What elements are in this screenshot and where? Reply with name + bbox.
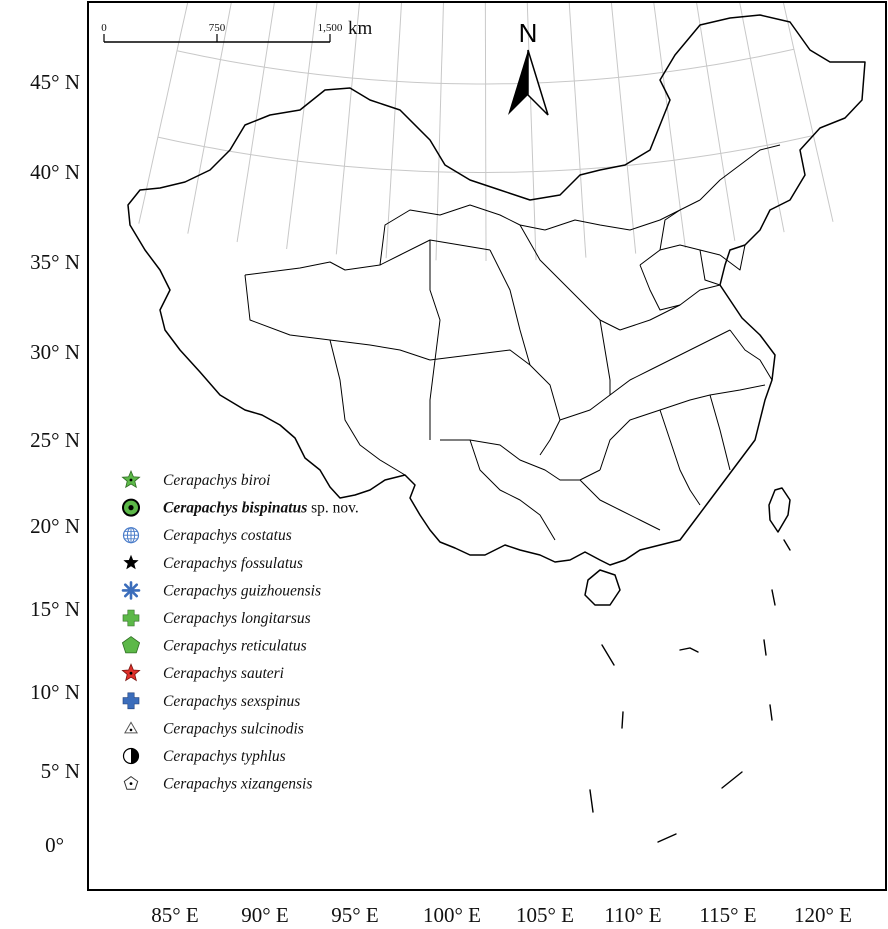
legend-label: Cerapachys longitarsus: [163, 610, 311, 627]
lat-label: 45° N: [30, 70, 80, 94]
lon-label: 100° E: [423, 903, 481, 927]
lat-label: 10° N: [30, 680, 80, 704]
legend-binomial: Cerapachys sexspinus: [163, 693, 300, 710]
legend-symbol-xizangensis-icon: [123, 775, 139, 790]
meridian-line: [138, 2, 189, 224]
legend-binomial: Cerapachys typhlus: [163, 748, 286, 765]
map-frame: [87, 1, 887, 891]
scale-unit: km: [348, 18, 373, 39]
legend-binomial: Cerapachys sulcinodis: [163, 720, 304, 737]
legend-symbol-longitarsus-icon: [122, 609, 140, 627]
legend-binomial: Cerapachys fossulatus: [163, 555, 303, 572]
meridian-line: [695, 2, 736, 241]
meridian-line: [335, 2, 361, 255]
legend-label: Cerapachys sauteri: [163, 665, 284, 682]
legend-label: Cerapachys costatus: [163, 527, 292, 544]
legend-item-bispinatus: Cerapachys bispinatus sp. nov.: [122, 498, 359, 517]
legend-item-fossulatus: Cerapachys fossulatus: [123, 554, 303, 572]
longitude-labels: 85° E 90° E 95° E 100° E 105° E 110° E 1…: [151, 903, 852, 927]
lon-label: 90° E: [241, 903, 288, 927]
legend-label: Cerapachys bispinatus sp. nov.: [163, 500, 359, 517]
lon-label: 110° E: [604, 903, 661, 927]
legend-item-longitarsus: Cerapachys longitarsus: [122, 609, 311, 627]
legend-symbol-sauteri-icon: [121, 663, 141, 682]
legend-symbol-biroi-icon: [121, 469, 141, 489]
north-letter: N: [519, 18, 538, 48]
meridian-line: [610, 2, 637, 254]
legend-label: Cerapachys reticulatus: [163, 638, 307, 655]
lon-label: 105° E: [516, 903, 574, 927]
lat-label: 0°: [45, 833, 64, 857]
lat-label: 25° N: [30, 428, 80, 452]
legend-symbol-bispinatus-icon: [122, 498, 140, 517]
legend-binomial: Cerapachys sauteri: [163, 665, 284, 682]
lat-label: 20° N: [30, 514, 80, 538]
legend-symbol-sexspinus-icon: [122, 692, 140, 710]
legend-symbol-costatus-icon: [122, 527, 140, 544]
legend-binomial: Cerapachys biroi: [163, 472, 271, 489]
legend-symbol-guizhouensis-icon: [121, 581, 141, 600]
meridian-line: [653, 2, 686, 248]
legend-symbol-fossulatus-icon: [123, 554, 139, 570]
lon-label: 120° E: [794, 903, 852, 927]
legend-binomial: Cerapachys longitarsus: [163, 610, 311, 627]
legend-label: Cerapachys biroi: [163, 472, 271, 489]
meridian-line: [782, 2, 834, 222]
meridian-line: [739, 2, 785, 233]
lon-label: 95° E: [331, 903, 378, 927]
lat-label: 30° N: [30, 340, 80, 364]
lon-label: 85° E: [151, 903, 198, 927]
graticule: [138, 2, 834, 261]
legend-binomial: Cerapachys guizhouensis: [163, 582, 321, 599]
lat-label: 15° N: [30, 597, 80, 621]
legend-binomial: Cerapachys xizangensis: [163, 776, 312, 793]
legend-item-sulcinodis: Cerapachys sulcinodis: [124, 720, 304, 737]
north-arrow-icon: N: [508, 18, 549, 116]
lat-label: 35° N: [30, 250, 80, 274]
legend-binomial: Cerapachys costatus: [163, 527, 292, 544]
legend-binomial: Cerapachys reticulatus: [163, 638, 307, 655]
meridian-line: [435, 2, 444, 261]
legend-item-sexspinus: Cerapachys sexspinus: [122, 692, 300, 710]
legend-label: Cerapachys sulcinodis: [163, 720, 304, 737]
legend-label: Cerapachys guizhouensis: [163, 582, 321, 599]
scale-tick-label: 750: [209, 22, 226, 34]
legend-item-biroi: Cerapachys biroi: [121, 469, 271, 489]
legend-item-typhlus: Cerapachys typhlus: [122, 747, 286, 765]
lon-label: 115° E: [699, 903, 756, 927]
meridian-line: [568, 2, 587, 258]
legend-item-costatus: Cerapachys costatus: [122, 527, 292, 544]
scale-bar: 0 750 1,500 km: [101, 18, 373, 43]
lat-label: 5° N: [41, 759, 80, 783]
legend-label: Cerapachys sexspinus: [163, 693, 300, 710]
meridian-line: [385, 2, 403, 259]
legend-suffix: sp. nov.: [307, 500, 359, 517]
scale-tick-label: 1,500: [318, 22, 343, 34]
china-outline: [127, 14, 866, 843]
lat-label: 40° N: [30, 160, 80, 184]
legend-item-sauteri: Cerapachys sauteri: [121, 663, 284, 682]
legend-symbol-typhlus-icon: [122, 747, 140, 765]
meridian-line: [484, 2, 487, 261]
legend-label: Cerapachys fossulatus: [163, 555, 303, 572]
legend-item-xizangensis: Cerapachys xizangensis: [123, 775, 312, 793]
legend-item-reticulatus: Cerapachys reticulatus: [121, 636, 307, 655]
legend-item-guizhouensis: Cerapachys guizhouensis: [121, 581, 321, 600]
meridian-line: [187, 2, 232, 234]
meridian-line: [236, 2, 275, 243]
legend-label: Cerapachys xizangensis: [163, 776, 312, 793]
legend: Cerapachys biroi Cerapachys bispinatus sp…: [121, 469, 359, 793]
legend-symbol-sulcinodis-icon: [124, 721, 138, 734]
latitude-labels: 45° N 40° N 35° N 30° N 25° N 20° N 15° …: [30, 70, 80, 857]
legend-binomial: Cerapachys bispinatus: [163, 500, 307, 517]
legend-symbol-reticulatus-icon: [121, 636, 141, 654]
legend-label: Cerapachys typhlus: [163, 748, 286, 765]
scale-tick-label: 0: [101, 22, 107, 34]
meridian-line: [286, 2, 318, 250]
